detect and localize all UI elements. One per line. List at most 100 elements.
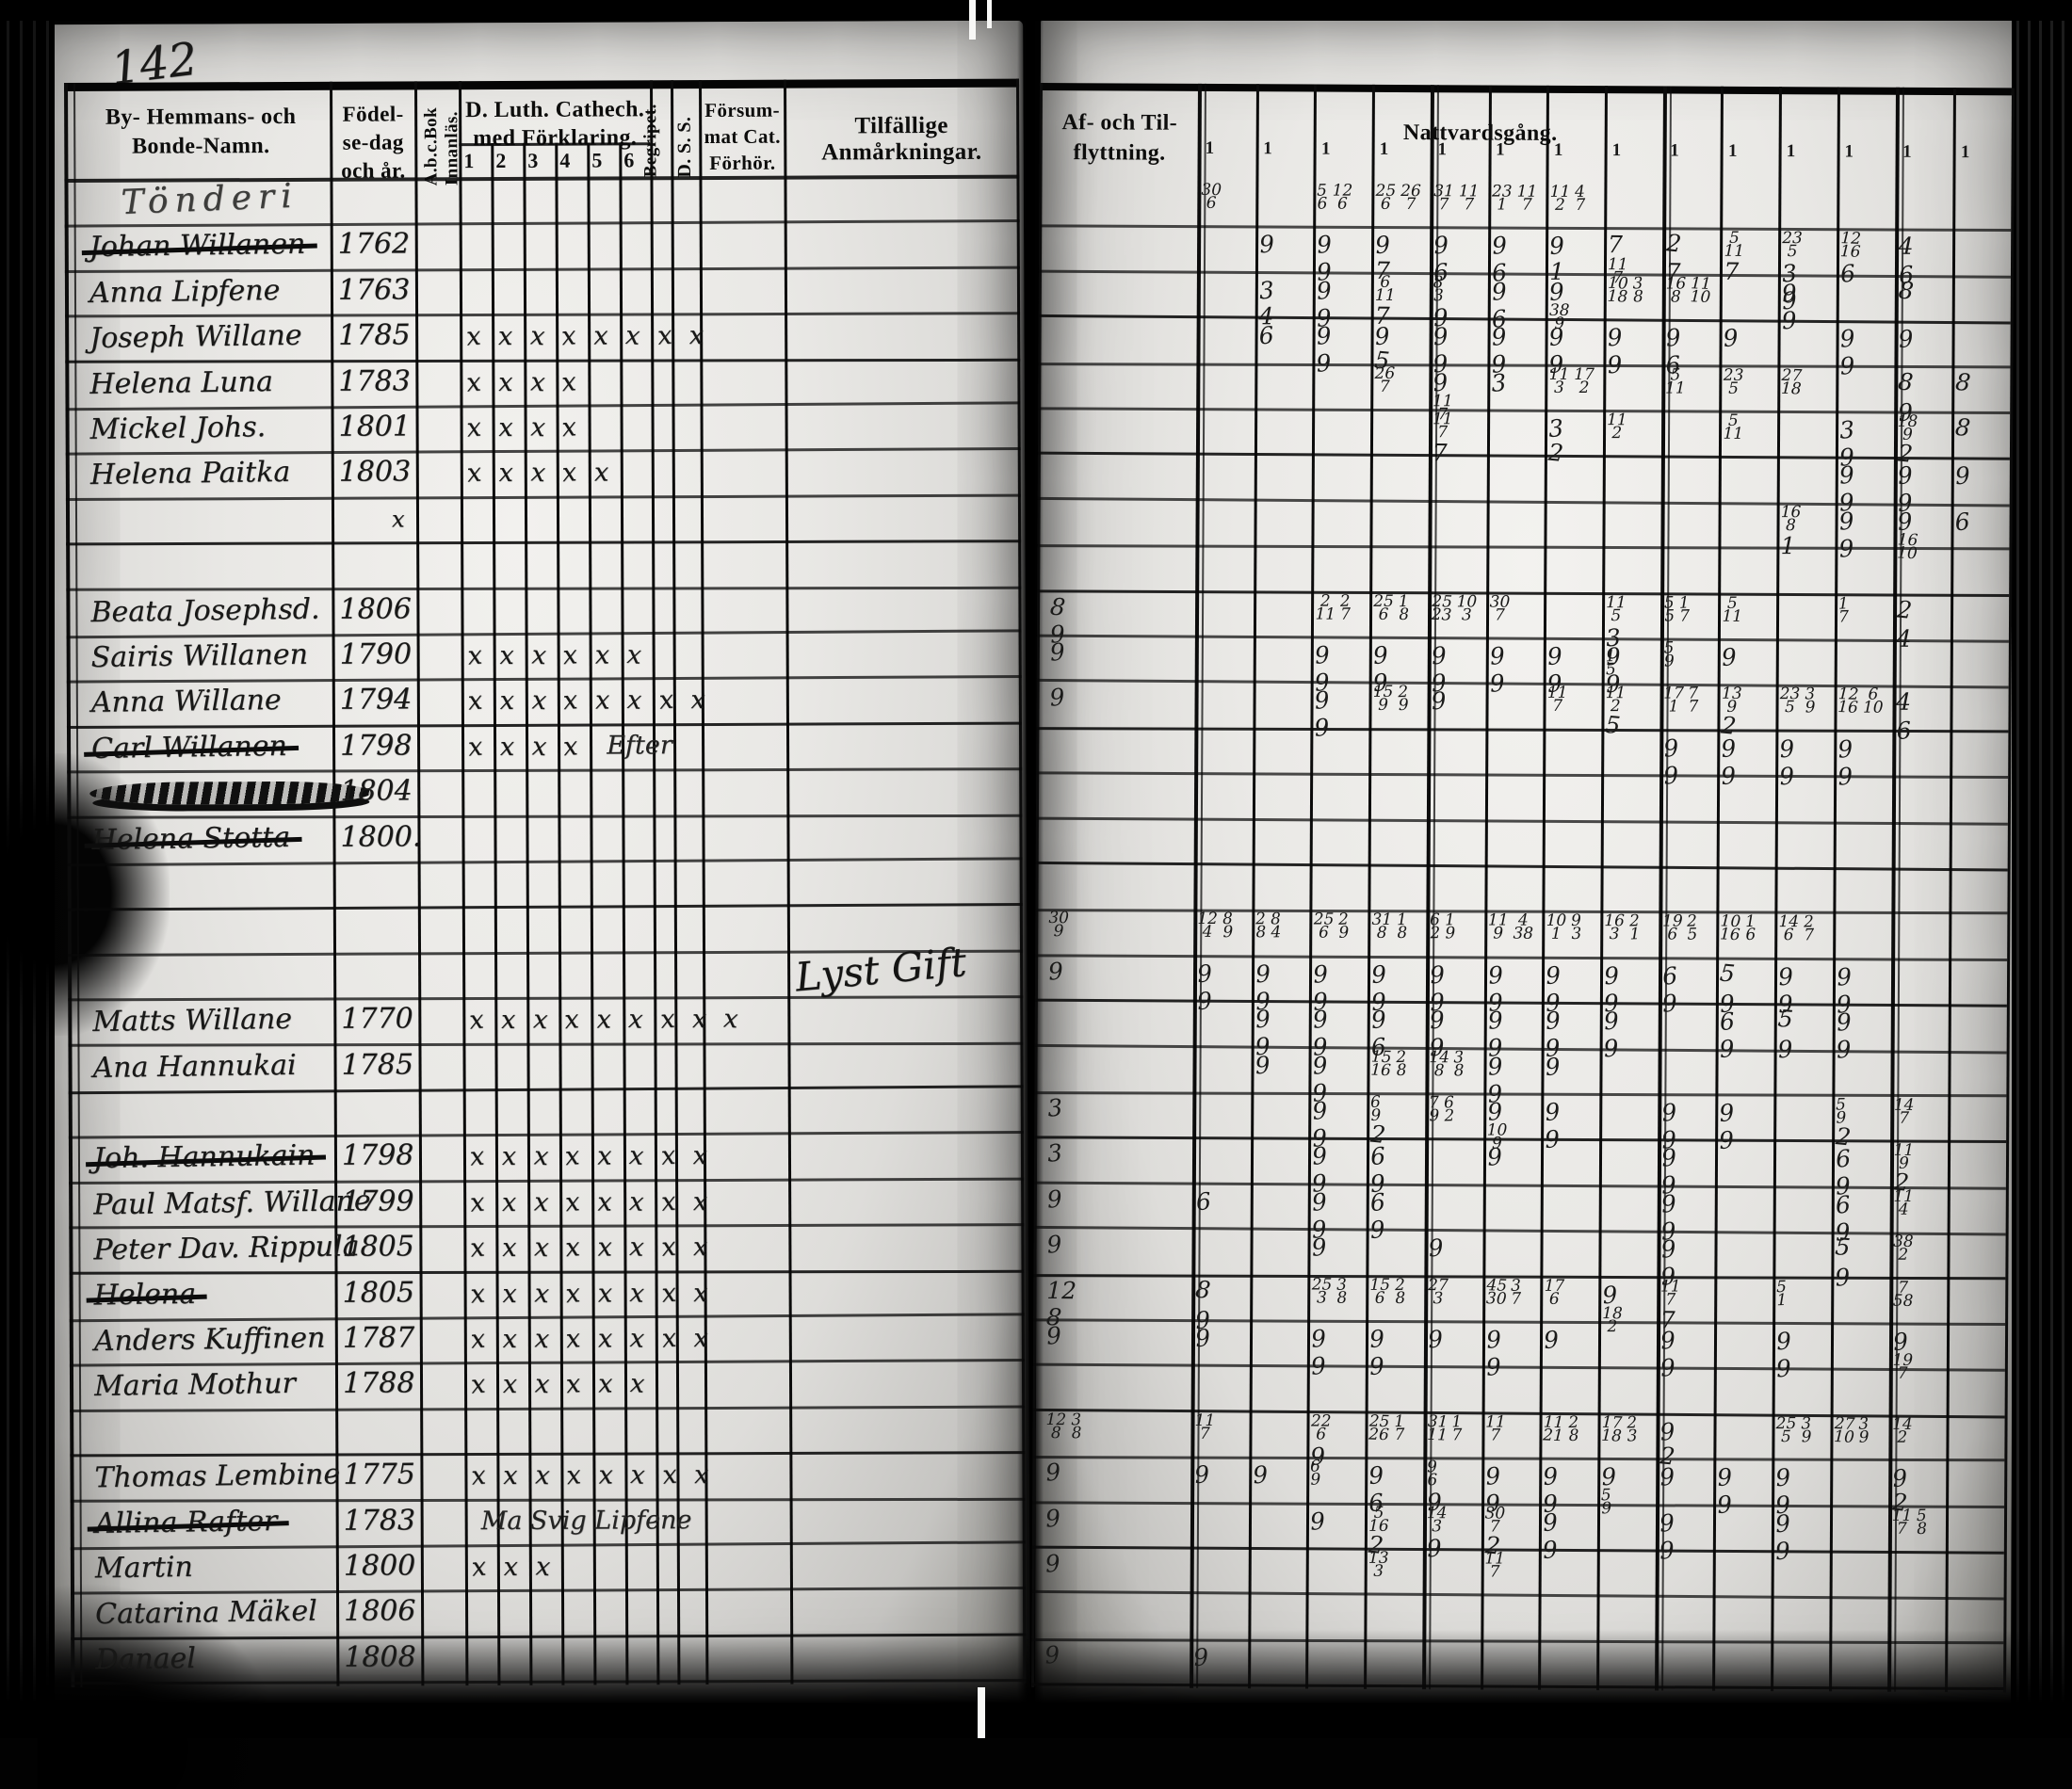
catechism-x-mark: x <box>659 1004 676 1035</box>
communion-row: 26 7 9 11 7 3 11 3 17 2 5 11 23 5 27 18 8 9 8 <box>1038 362 2010 426</box>
communion-row <box>1035 862 2007 913</box>
move-entry: 9 <box>1047 957 1069 985</box>
communion-column-tick: 1 <box>1379 138 1389 159</box>
communion-date: 11 3 <box>1549 364 1570 396</box>
communion-cell: 6 <box>1954 507 2012 536</box>
col-header-birth-line2: se-dag <box>342 130 404 154</box>
catechism-x-mark: x <box>466 732 484 763</box>
catechism-x-mark: x <box>501 1187 517 1217</box>
communion-date: 23 5 <box>1782 230 1803 262</box>
communion-date-part: 8 <box>1396 1060 1407 1080</box>
communion-mark: 9 <box>1659 1417 1676 1446</box>
communion-mark: 9 <box>1045 1185 1063 1214</box>
year-column-mark: x <box>391 506 405 533</box>
communion-cell: 8 <box>1897 276 1954 306</box>
communion-mark: 9 <box>1545 960 1562 990</box>
communion-cell: 11 9 4 38 <box>1488 911 1545 943</box>
person-name: Beata Josephsd. <box>90 592 320 629</box>
col-header-names-line1: By- Hemmans- och <box>105 104 297 130</box>
catechism-x-mark: x <box>466 640 484 671</box>
communion-mark: 9 <box>1311 1096 1329 1125</box>
communion-date: 10 1 <box>1546 911 1567 943</box>
communion-mark: 9 <box>1778 734 1796 764</box>
communion-date-part: 7 <box>1340 604 1352 624</box>
communion-cell: 30 7 <box>1490 592 1546 624</box>
communion-mark: 9 <box>1430 641 1448 670</box>
catechism-x-mark: x <box>690 685 705 716</box>
communion-mark: 3 <box>1046 1093 1064 1122</box>
col-header-names: By- Hemmans- och Bonde-Namn. <box>102 103 299 162</box>
communion-mark: 9 <box>1659 1098 1678 1127</box>
catechism-subcolumn-number: 2 <box>495 148 507 173</box>
catechism-subcolumn-number: 6 <box>623 148 635 172</box>
communion-mark: 9 <box>1374 231 1392 260</box>
communion-date-part: 8 <box>1453 1060 1465 1081</box>
communion-mark: 4 <box>1898 233 1914 261</box>
communion-date-part: 9 <box>1444 924 1456 943</box>
communion-row: 30 9 12 4 8 9 2 8 8 4 25 6 2 9 31 8 1 8 6 2 1 9 11 9 4 38 10 1 9 3 16 3… <box>1035 908 2007 959</box>
communion-mark: 8 <box>1954 412 1972 443</box>
catechism-x-mark: x <box>657 685 675 717</box>
catechism-x-mark: x <box>656 320 673 351</box>
person-name: Johan Willanen <box>89 228 306 265</box>
communion-cell: 5 11 <box>1722 593 1778 625</box>
col-header-moves: Af- och Til- flyttning. <box>1044 107 1196 169</box>
communion-date: 11 7 <box>1547 684 1568 716</box>
communion-row: 11 7 7 3 2 11 2 5 11 3 9 18 9 2 8 <box>1038 407 2010 472</box>
birth-year: 1806 <box>339 591 412 626</box>
catechism-x-mark: x <box>628 1186 645 1217</box>
communion-date: 11 7 <box>1516 183 1538 215</box>
register-row: x <box>66 493 1021 543</box>
communion-mark: 9 <box>1488 641 1506 670</box>
communion-mark: 9 <box>1251 1460 1270 1490</box>
communion-cell: 11 4 <box>1893 1187 1950 1219</box>
communion-column-tick: 1 <box>1902 141 1912 162</box>
communion-cell: 9 <box>1485 1142 1544 1172</box>
register-row: Martin 1800 x x x <box>71 1542 1026 1592</box>
communion-date-part: 58 <box>1892 1291 1914 1311</box>
communion-cell: 14 7 <box>1894 1096 1951 1128</box>
communion-date: 11 7 <box>1459 182 1480 214</box>
birth-year: 1805 <box>342 1230 414 1264</box>
communion-date-part: 2 <box>1443 1106 1455 1126</box>
communion-date-part: 7 <box>1511 1289 1522 1309</box>
communion-cell: 10 1 9 3 <box>1546 911 1603 943</box>
communion-column-tick: 1 <box>1786 141 1796 162</box>
birth-year: 1790 <box>339 637 413 671</box>
communion-date-part: 7 <box>1575 195 1586 216</box>
communion-mark: 9 <box>1371 640 1390 670</box>
move-entry: 30 9 <box>1048 909 1074 941</box>
communion-row: 30 6 5 6 12 6 25 6 26 7 31 7 11 7 23 1 11 7 11 2 4 7 <box>1039 179 2011 230</box>
communion-date-part: 9 <box>1338 923 1350 943</box>
birth-year: 1785 <box>341 1047 413 1082</box>
communion-date: 17 6 <box>1544 1276 1565 1308</box>
register-row: Helena Stotta 1800. <box>67 813 1022 862</box>
catechism-x-mark: x <box>503 1552 518 1582</box>
catechism-x-mark: x <box>532 1141 549 1172</box>
person-name: Joseph Willane <box>89 318 302 356</box>
communion-date-part: 11 <box>1723 424 1744 443</box>
catechism-x-mark: x <box>594 685 610 716</box>
communion-cell: 14 2 <box>1892 1415 1949 1447</box>
communion-row: 9 9 9 9 9 9 9 9 9 9 9 9 9 9 9 19 7 <box>1033 1318 2005 1382</box>
communion-cell: 23 5 3 9 <box>1780 685 1837 717</box>
communion-mark: 9 <box>1485 1142 1503 1172</box>
communion-cell: 5 11 <box>1723 411 1779 443</box>
catechism-x-mark: x <box>502 1370 518 1400</box>
communion-mark: 9 <box>1044 1458 1062 1487</box>
communion-date: 5 16 <box>1368 1503 1389 1535</box>
